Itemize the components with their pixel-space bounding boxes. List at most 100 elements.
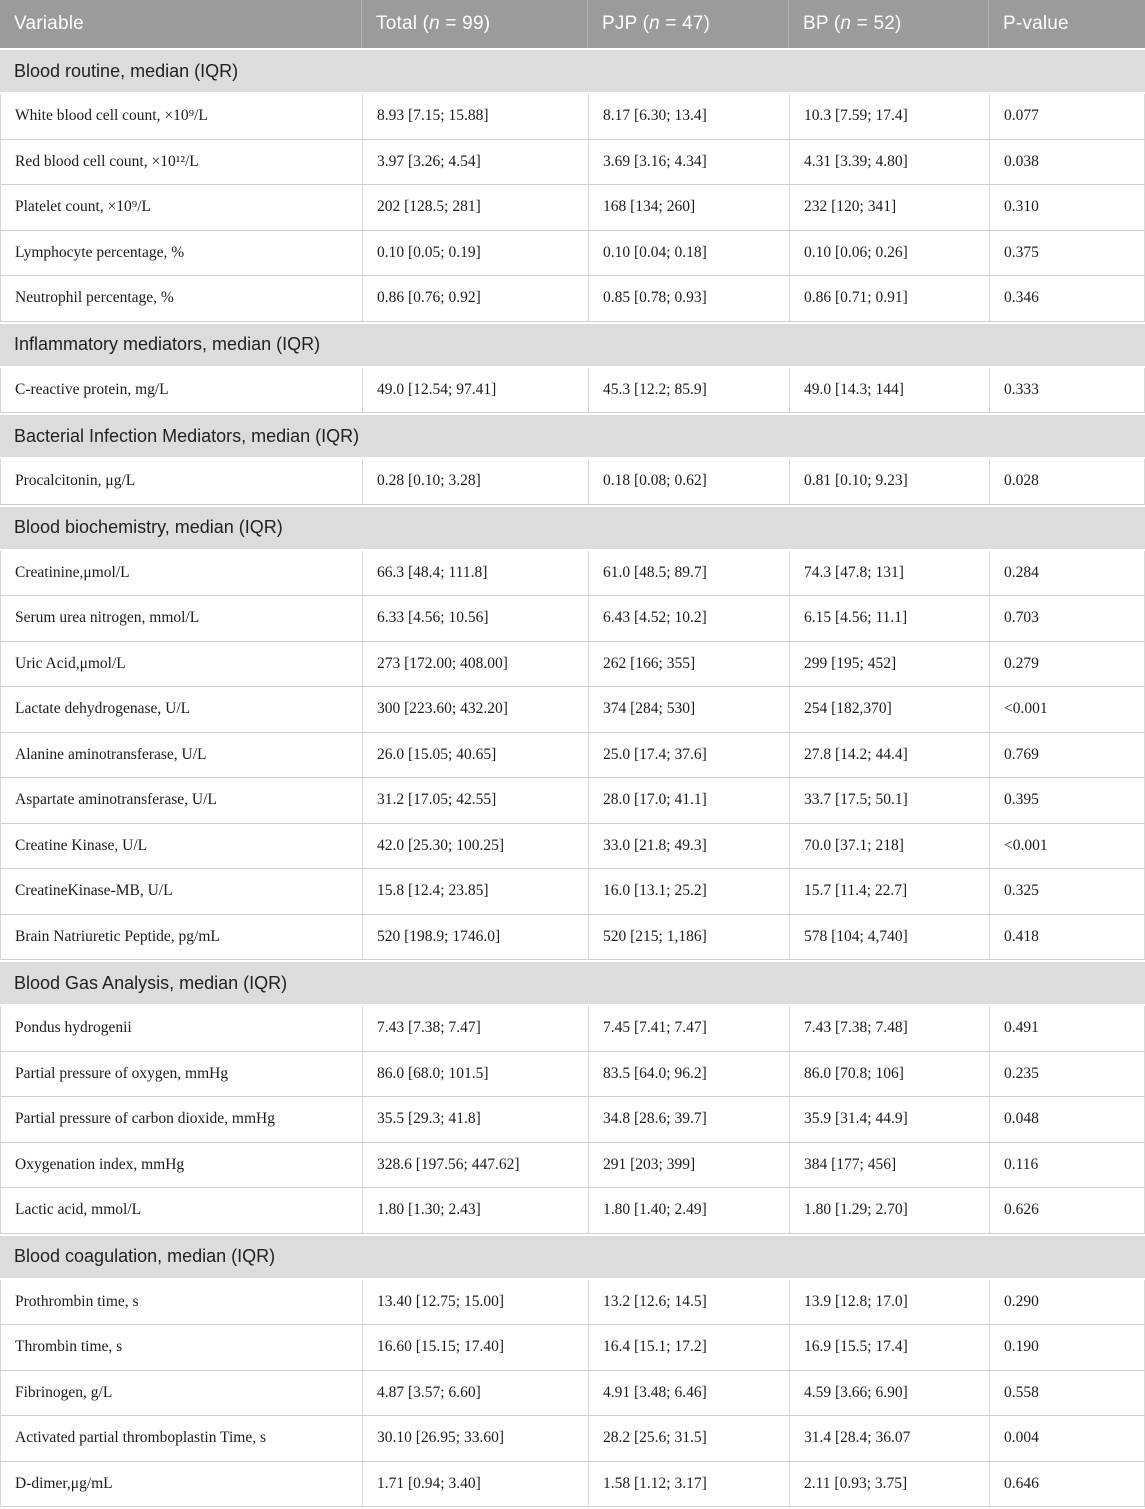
variable-cell: Neutrophil percentage, %: [1, 276, 363, 321]
pjp-value-cell: 13.2 [12.6; 14.5]: [589, 1279, 790, 1324]
total-value-cell: 273 [172.00; 408.00]: [363, 641, 589, 686]
table-row: Neutrophil percentage, % 0.86 [0.76; 0.92…: [0, 276, 1145, 322]
table-row: White blood cell count, ×10⁹/L 8.93 [7.15…: [0, 94, 1145, 140]
variable-cell: Lactate dehydrogenase, U/L: [1, 687, 363, 732]
variable-cell: White blood cell count, ×10⁹/L: [1, 94, 363, 139]
bp-value-cell: 232 [120; 341]: [790, 185, 990, 230]
column-header-pjp: PJP (n = 47): [588, 0, 789, 48]
total-value-cell: 35.5 [29.3; 41.8]: [363, 1097, 589, 1142]
pjp-value-cell: 28.2 [25.6; 31.5]: [589, 1416, 790, 1461]
bp-value-cell: 6.15 [4.56; 11.1]: [790, 596, 990, 641]
table-row: Procalcitonin, μg/L 0.28 [0.10; 3.28] 0.18…: [0, 459, 1145, 505]
variable-cell: Partial pressure of carbon dioxide, mmHg: [1, 1097, 363, 1142]
pjp-value-cell: 16.4 [15.1; 17.2]: [589, 1325, 790, 1370]
p-value-cell: 0.116: [1004, 1155, 1039, 1173]
bp-value-cell: 10.3 [7.59; 17.4]: [790, 94, 990, 139]
total-value-cell: 520 [198.9; 1746.0]: [363, 914, 589, 959]
column-header-total: Total (n = 99): [362, 0, 588, 48]
variable-cell: Thrombin time, s: [1, 1325, 363, 1370]
pjp-value-cell: 25.0 [17.4; 37.6]: [589, 732, 790, 777]
p-value-cell: 0.284: [1004, 563, 1039, 581]
section-header-row: Blood coagulation, median (IQR): [0, 1233, 1145, 1280]
pjp-value-cell: 0.10 [0.04; 0.18]: [589, 230, 790, 275]
bp-value-cell: 0.86 [0.71; 0.91]: [790, 276, 990, 321]
total-value-cell: 1.80 [1.30; 2.43]: [363, 1188, 589, 1233]
table-row: Serum urea nitrogen, mmol/L 6.33 [4.56; 1…: [0, 596, 1145, 642]
bp-value-cell: 254 [182,370]: [790, 687, 990, 732]
section-header-row: Inflammatory mediators, median (IQR): [0, 321, 1145, 368]
table-row: Lactate dehydrogenase, U/L 300 [223.60; 4…: [0, 687, 1145, 733]
table-header-row: Variable Total (n = 99) PJP (n = 47) BP …: [0, 0, 1145, 48]
total-value-cell: 15.8 [12.4; 23.85]: [363, 869, 589, 914]
column-header-bp: BP (n = 52): [789, 0, 989, 48]
total-value-cell: 3.97 [3.26; 4.54]: [363, 139, 589, 184]
p-value-cell: 0.190: [1004, 1338, 1039, 1356]
table-row: Creatinine,μmol/L 66.3 [48.4; 111.8] 61.0 …: [0, 550, 1145, 596]
variable-cell: Alanine aminotransferase, U/L: [1, 732, 363, 777]
total-value-cell: 66.3 [48.4; 111.8]: [363, 550, 589, 595]
table-row: Oxygenation index, mmHg 328.6 [197.56; 44…: [0, 1142, 1145, 1188]
bp-value-cell: 16.9 [15.5; 17.4]: [790, 1325, 990, 1370]
variable-cell: Activated partial thromboplastin Time, s: [1, 1416, 363, 1461]
p-value-cell: 0.004: [1004, 1429, 1039, 1447]
variable-cell: Lymphocyte percentage, %: [1, 230, 363, 275]
bp-value-cell: 299 [195; 452]: [790, 641, 990, 686]
variable-cell: Creatinine,μmol/L: [1, 550, 363, 595]
bp-value-cell: 15.7 [11.4; 22.7]: [790, 869, 990, 914]
table-row: C-reactive protein, mg/L 49.0 [12.54; 97.…: [0, 367, 1145, 413]
table-row: Platelet count, ×10⁹/L 202 [128.5; 281] 16…: [0, 185, 1145, 231]
p-value-cell: 0.646: [1004, 1474, 1039, 1492]
p-value-cell: 0.077: [1004, 107, 1039, 125]
total-value-cell: 31.2 [17.05; 42.55]: [363, 778, 589, 823]
total-value-cell: 6.33 [4.56; 10.56]: [363, 596, 589, 641]
p-value-cell: 0.703: [1004, 609, 1039, 627]
total-value-cell: 0.28 [0.10; 3.28]: [363, 459, 589, 504]
column-header-label: PJP (n = 47): [602, 13, 711, 34]
table-row: Fibrinogen, g/L 4.87 [3.57; 6.60] 4.91 [3.…: [0, 1370, 1145, 1416]
p-value-cell: 0.333: [1004, 380, 1039, 398]
total-value-cell: 49.0 [12.54; 97.41]: [363, 367, 589, 412]
pjp-value-cell: 8.17 [6.30; 13.4]: [589, 94, 790, 139]
table-row: Red blood cell count, ×10¹²/L 3.97 [3.26;…: [0, 139, 1145, 185]
bp-value-cell: 49.0 [14.3; 144]: [790, 367, 990, 412]
p-value-cell: 0.769: [1004, 745, 1039, 763]
bp-value-cell: 86.0 [70.8; 106]: [790, 1051, 990, 1096]
p-value-cell: 0.325: [1004, 882, 1039, 900]
variable-cell: Partial pressure of oxygen, mmHg: [1, 1051, 363, 1096]
pjp-value-cell: 0.85 [0.78; 0.93]: [589, 276, 790, 321]
pjp-value-cell: 33.0 [21.8; 49.3]: [589, 823, 790, 868]
variable-cell: Platelet count, ×10⁹/L: [1, 185, 363, 230]
p-value-cell: 0.395: [1004, 791, 1039, 809]
total-value-cell: 7.43 [7.38; 7.47]: [363, 1006, 589, 1051]
bp-value-cell: 13.9 [12.8; 17.0]: [790, 1279, 990, 1324]
variable-cell: Prothrombin time, s: [1, 1279, 363, 1324]
variable-cell: Oxygenation index, mmHg: [1, 1142, 363, 1187]
section-header-row: Blood Gas Analysis, median (IQR): [0, 960, 1145, 1006]
total-value-cell: 300 [223.60; 432.20]: [363, 687, 589, 732]
p-value-cell: 0.418: [1004, 927, 1039, 945]
total-value-cell: 86.0 [68.0; 101.5]: [363, 1051, 589, 1096]
pjp-value-cell: 28.0 [17.0; 41.1]: [589, 778, 790, 823]
variable-cell: Lactic acid, mmol/L: [1, 1188, 363, 1233]
total-value-cell: 8.93 [7.15; 15.88]: [363, 94, 589, 139]
bp-value-cell: 0.10 [0.06; 0.26]: [790, 230, 990, 275]
table-row: Partial pressure of carbon dioxide, mmHg…: [0, 1097, 1145, 1143]
pjp-value-cell: 0.18 [0.08; 0.62]: [589, 459, 790, 504]
p-value-cell: 0.558: [1004, 1383, 1039, 1401]
pjp-value-cell: 4.91 [3.48; 6.46]: [589, 1370, 790, 1415]
table-row: D-dimer,μg/mL 1.71 [0.94; 3.40] 1.58 [1.12…: [0, 1461, 1145, 1507]
section-title: Bacterial Infection Mediators, median (I…: [14, 425, 360, 446]
table-row: Brain Natriuretic Peptide, pg/mL 520 [198…: [0, 914, 1145, 960]
table-row: Lactic acid, mmol/L 1.80 [1.30; 2.43] 1.80…: [0, 1188, 1145, 1234]
total-value-cell: 1.71 [0.94; 3.40]: [363, 1461, 589, 1506]
variable-cell: Creatine Kinase, U/L: [1, 823, 363, 868]
italic-n: n: [840, 13, 852, 34]
bp-value-cell: 578 [104; 4,740]: [790, 914, 990, 959]
pjp-value-cell: 61.0 [48.5; 89.7]: [589, 550, 790, 595]
column-header-variable: Variable: [0, 0, 362, 48]
bp-value-cell: 35.9 [31.4; 44.9]: [790, 1097, 990, 1142]
bp-value-cell: 1.80 [1.29; 2.70]: [790, 1188, 990, 1233]
section-header-row: Bacterial Infection Mediators, median (I…: [0, 413, 1145, 459]
section-title: Blood Gas Analysis, median (IQR): [14, 972, 288, 993]
